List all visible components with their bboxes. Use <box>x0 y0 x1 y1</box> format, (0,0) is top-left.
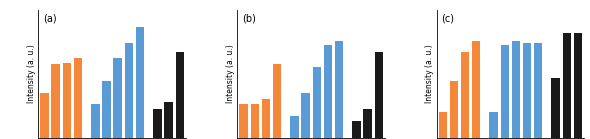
Text: (b): (b) <box>242 14 256 24</box>
Bar <box>450 81 458 138</box>
Bar <box>313 67 321 138</box>
Text: (c): (c) <box>441 14 454 24</box>
Bar <box>165 102 173 138</box>
Bar <box>301 93 310 138</box>
Bar <box>523 43 532 138</box>
Bar <box>136 28 144 138</box>
Y-axis label: Intensity (a. u.): Intensity (a. u.) <box>27 44 35 103</box>
Y-axis label: Intensity (a. u.): Intensity (a. u.) <box>425 44 434 103</box>
Bar <box>573 33 582 138</box>
Bar <box>363 109 372 138</box>
Bar <box>324 45 332 138</box>
Y-axis label: Intensity (a. u.): Intensity (a. u.) <box>226 44 235 103</box>
Bar <box>461 52 469 138</box>
Bar <box>500 45 509 138</box>
Text: (a): (a) <box>42 14 57 24</box>
Bar <box>74 58 82 138</box>
Bar <box>63 63 71 138</box>
Bar <box>251 104 259 138</box>
Bar <box>175 52 184 138</box>
Bar <box>240 104 248 138</box>
Bar <box>113 58 122 138</box>
Bar <box>102 81 111 138</box>
Bar <box>472 40 480 138</box>
Bar <box>262 99 270 138</box>
Bar <box>51 64 60 138</box>
Bar <box>40 93 49 138</box>
Bar <box>552 78 560 138</box>
Bar <box>375 52 383 138</box>
Bar <box>91 104 100 138</box>
Bar <box>563 33 571 138</box>
Bar <box>335 40 343 138</box>
Bar <box>489 112 498 138</box>
Bar <box>512 40 520 138</box>
Bar <box>534 43 542 138</box>
Bar <box>290 116 299 138</box>
Bar <box>352 121 360 138</box>
Bar <box>124 43 133 138</box>
Bar <box>153 109 162 138</box>
Bar <box>273 64 281 138</box>
Bar <box>438 112 447 138</box>
